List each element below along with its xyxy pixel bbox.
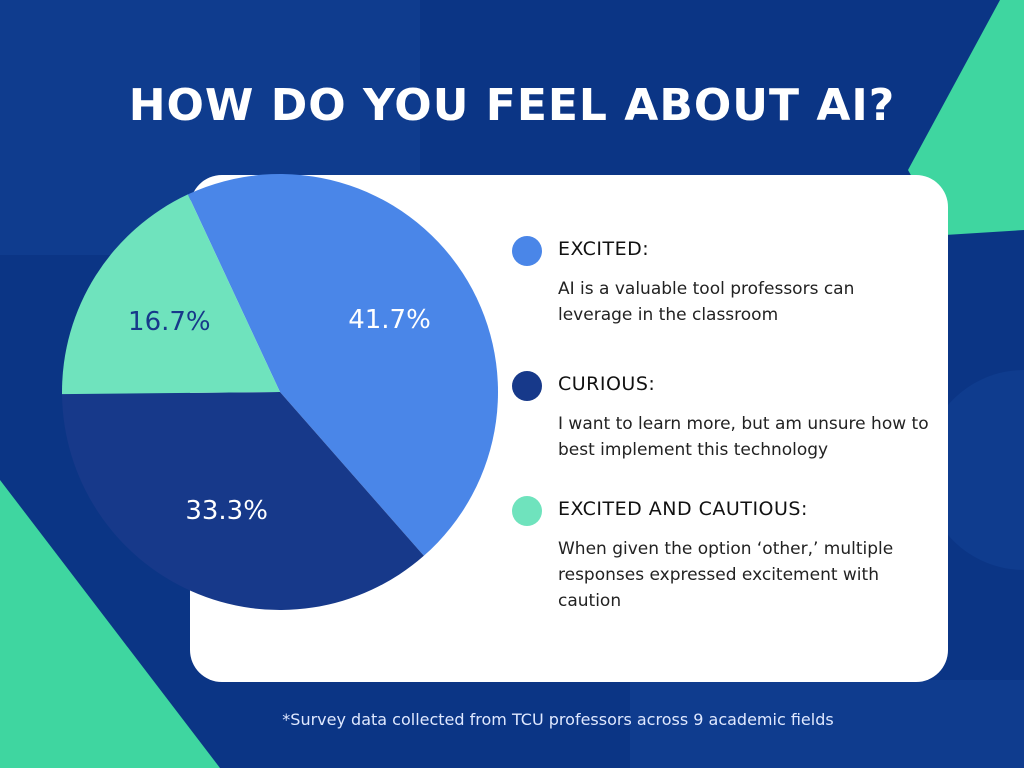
legend-description: When given the option ‘other,’ multiple … [558, 539, 894, 611]
bg-panel [630, 680, 1024, 768]
legend-swatch [512, 496, 542, 526]
bg-accent [0, 480, 220, 768]
slice-label: 41.7% [348, 305, 431, 335]
slice-label: 33.3% [185, 496, 268, 526]
legend-swatch [512, 236, 542, 266]
pie: 41.7% 33.3% 16.7% [61, 174, 498, 610]
pie-slice [61, 194, 280, 395]
legend-swatch [512, 371, 542, 401]
footnote: *Survey data collected from TCU professo… [282, 710, 834, 729]
legend-description: AI is a valuable tool professors can lev… [558, 279, 855, 325]
pie-slice [62, 392, 424, 610]
bg-accent [908, 0, 1024, 235]
chart-title: HOW DO YOU FEEL ABOUT AI? [128, 80, 896, 131]
legend-label: EXCITED AND CAUTIOUS: [558, 498, 808, 520]
legend-label: CURIOUS: [558, 373, 656, 395]
legend-label: EXCITED: [558, 238, 650, 260]
pie-slice [187, 174, 498, 556]
legend-description: I want to learn more, but am unsure how … [558, 414, 929, 460]
bg-circle [924, 370, 1024, 570]
slice-label: 16.7% [128, 307, 211, 337]
